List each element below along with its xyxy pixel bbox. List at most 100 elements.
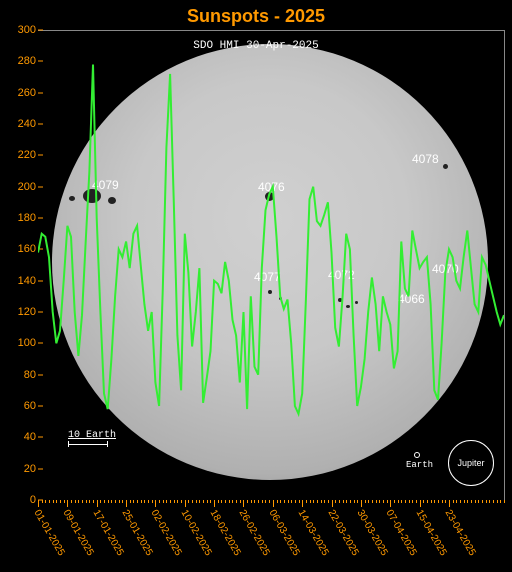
y-tick-mark (38, 374, 43, 375)
x-tick-mark (185, 500, 186, 507)
y-tick-label: 100 (6, 337, 36, 349)
y-tick-label: 180 (6, 212, 36, 224)
x-tick-minor (504, 500, 505, 503)
y-tick-label: 0 (6, 494, 36, 506)
x-tick-minor (310, 500, 311, 503)
x-tick-minor (166, 500, 167, 503)
x-tick-minor (199, 500, 200, 503)
x-tick-minor (64, 500, 65, 503)
x-tick-minor (398, 500, 399, 503)
x-tick-minor (431, 500, 432, 503)
x-tick-minor (442, 500, 443, 503)
y-tick-mark (38, 124, 43, 125)
x-tick-minor (71, 500, 72, 503)
y-tick-label: 60 (6, 400, 36, 412)
x-tick-minor (350, 500, 351, 503)
x-tick-minor (196, 500, 197, 503)
x-tick-mark (97, 500, 98, 507)
x-tick-mark (390, 500, 391, 507)
y-tick-label: 260 (6, 87, 36, 99)
y-tick-mark (38, 249, 43, 250)
x-tick-minor (181, 500, 182, 503)
y-tick-label: 240 (6, 118, 36, 130)
x-tick-mark (126, 500, 127, 507)
y-tick-label: 300 (6, 24, 36, 36)
x-tick-minor (478, 500, 479, 503)
sun-disc (52, 44, 488, 480)
x-tick-minor (416, 500, 417, 503)
x-tick-minor (254, 500, 255, 503)
x-tick-minor (133, 500, 134, 503)
x-tick-minor (148, 500, 149, 503)
x-tick-minor (409, 500, 410, 503)
x-tick-minor (265, 500, 266, 503)
y-tick-mark (38, 155, 43, 156)
x-tick-minor (75, 500, 76, 503)
x-tick-minor (163, 500, 164, 503)
x-tick-minor (258, 500, 259, 503)
x-tick-mark (38, 500, 39, 507)
x-tick-minor (453, 500, 454, 503)
y-tick-label: 20 (6, 463, 36, 475)
x-tick-mark (449, 500, 450, 507)
x-tick-minor (192, 500, 193, 503)
x-tick-minor (144, 500, 145, 503)
sunspot (268, 290, 272, 294)
x-tick-minor (313, 500, 314, 503)
x-tick-mark (243, 500, 244, 507)
x-tick-mark (214, 500, 215, 507)
x-tick-minor (115, 500, 116, 503)
y-tick-mark (38, 186, 43, 187)
sunspot-region-label: 4078 (412, 152, 439, 166)
x-tick-minor (394, 500, 395, 503)
y-tick-mark (38, 92, 43, 93)
y-tick-label: 40 (6, 431, 36, 443)
x-tick-minor (328, 500, 329, 503)
x-tick-minor (262, 500, 263, 503)
sunspot-region-label: 4066 (398, 292, 425, 306)
x-tick-minor (229, 500, 230, 503)
x-tick-minor (354, 500, 355, 503)
x-tick-minor (376, 500, 377, 503)
x-tick-minor (324, 500, 325, 503)
x-tick-minor (438, 500, 439, 503)
x-tick-minor (203, 500, 204, 503)
x-tick-minor (306, 500, 307, 503)
y-tick-mark (38, 312, 43, 313)
x-tick-minor (130, 500, 131, 503)
x-tick-minor (247, 500, 248, 503)
x-tick-minor (170, 500, 171, 503)
x-tick-minor (357, 500, 358, 503)
x-tick-minor (482, 500, 483, 503)
x-tick-minor (456, 500, 457, 503)
x-tick-mark (332, 500, 333, 507)
x-tick-minor (434, 500, 435, 503)
x-tick-minor (82, 500, 83, 503)
x-tick-minor (221, 500, 222, 503)
x-tick-minor (251, 500, 252, 503)
x-tick-minor (343, 500, 344, 503)
x-tick-minor (368, 500, 369, 503)
sunspot-region-label: 4076 (258, 180, 285, 194)
x-tick-mark (361, 500, 362, 507)
x-tick-minor (207, 500, 208, 503)
y-tick-label: 200 (6, 181, 36, 193)
x-tick-minor (78, 500, 79, 503)
x-tick-minor (412, 500, 413, 503)
x-tick-mark (302, 500, 303, 507)
sunspot-region-label: 4079 (92, 178, 119, 192)
scale-bar (68, 444, 108, 445)
y-tick-label: 220 (6, 149, 36, 161)
sunspot-region-label: 4077 (254, 270, 281, 284)
x-tick-minor (49, 500, 50, 503)
x-tick-minor (475, 500, 476, 503)
x-tick-minor (56, 500, 57, 503)
image-caption: SDO HMI 30-Apr-2025 (0, 40, 512, 52)
x-tick-minor (269, 500, 270, 503)
x-tick-minor (321, 500, 322, 503)
y-tick-mark (38, 343, 43, 344)
x-tick-minor (42, 500, 43, 503)
x-tick-minor (108, 500, 109, 503)
x-tick-minor (445, 500, 446, 503)
x-tick-mark (155, 500, 156, 507)
